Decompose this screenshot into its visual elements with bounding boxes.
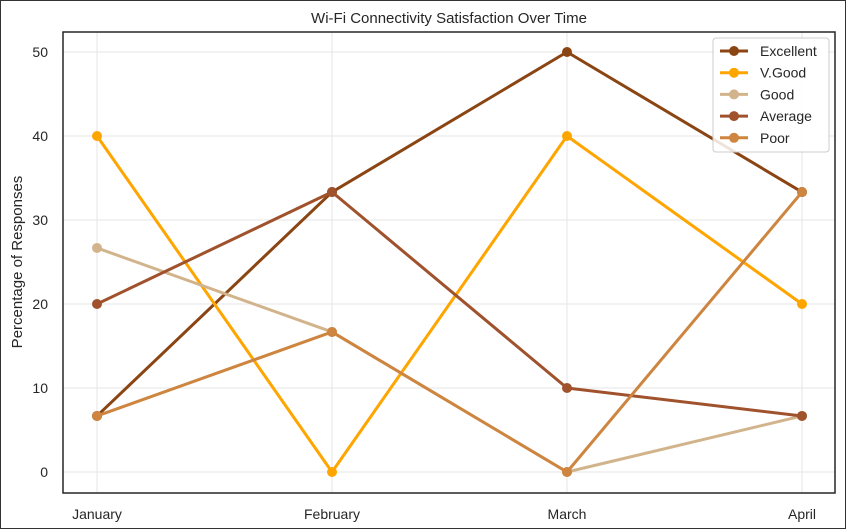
- data-point: [562, 383, 572, 393]
- data-point: [562, 467, 572, 477]
- legend-label: Average: [760, 108, 812, 124]
- y-tick-labels: 0 10 20 30 40 50: [32, 44, 48, 480]
- data-point: [797, 410, 807, 421]
- y-axis-label: Percentage of Responses: [9, 176, 26, 349]
- x-tick-label: January: [72, 506, 122, 522]
- data-point: [797, 187, 807, 198]
- data-point: [327, 187, 337, 198]
- x-tick-labels: January February March April: [72, 506, 816, 522]
- y-tick-label: 20: [32, 296, 48, 312]
- x-tick-label: March: [548, 506, 587, 522]
- chart-title: Wi-Fi Connectivity Satisfaction Over Tim…: [311, 10, 587, 27]
- legend-label: Excellent: [760, 43, 817, 59]
- data-point: [92, 131, 102, 141]
- data-point: [327, 326, 337, 337]
- legend-label: Poor: [760, 130, 790, 146]
- x-tick-label: April: [788, 506, 816, 522]
- legend-swatch-marker: [729, 111, 739, 122]
- data-point: [562, 47, 572, 57]
- data-point: [797, 299, 807, 309]
- data-point: [92, 410, 102, 421]
- plot-frame: [62, 31, 836, 494]
- y-tick-label: 0: [40, 464, 48, 480]
- legend-label: V.Good: [760, 65, 806, 81]
- y-tick-label: 40: [32, 128, 48, 144]
- legend-label: Good: [760, 86, 794, 102]
- legend-swatch-marker: [729, 67, 739, 78]
- y-tick-label: 10: [32, 380, 48, 396]
- data-point: [92, 242, 102, 253]
- legend-box: [712, 37, 830, 153]
- legend-swatch-marker: [729, 46, 739, 56]
- data-point: [92, 299, 102, 309]
- legend: Excellent V.Good Good Average Poor: [712, 37, 830, 153]
- y-tick-label: 50: [32, 44, 48, 60]
- legend-swatch-marker: [729, 132, 739, 143]
- legend-swatch-marker: [729, 89, 739, 100]
- series-line-average: [96, 190, 803, 418]
- series-line-poor: [96, 191, 804, 474]
- series-lines: [92, 47, 807, 477]
- x-tick-label: February: [304, 506, 360, 522]
- series-line-v-good: [95, 134, 803, 474]
- y-tick-label: 30: [32, 212, 48, 228]
- data-point: [562, 131, 572, 141]
- data-point: [327, 467, 337, 477]
